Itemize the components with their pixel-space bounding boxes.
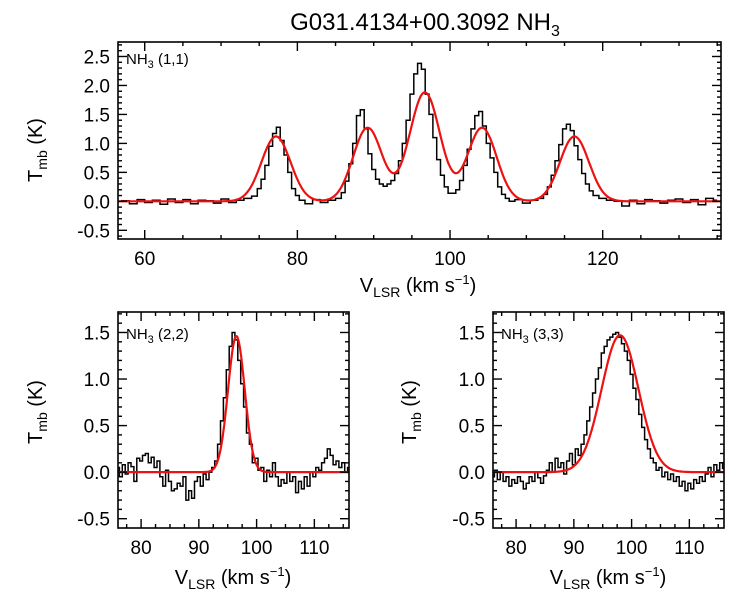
plot-frame — [492, 311, 725, 529]
panel-label: NH3 (2,2) — [126, 326, 189, 346]
x-tick-label: 110 — [674, 538, 704, 559]
y-tick-label: 0.5 — [84, 417, 110, 438]
figure-title: G031.4134+00.3092 NH3 — [290, 9, 560, 40]
y-tick-label: -0.5 — [77, 510, 110, 531]
spectrum-line — [118, 62, 718, 207]
x-tick-label: 90 — [563, 538, 584, 559]
y-tick-label: 0.5 — [459, 417, 485, 438]
fit-curve — [493, 334, 724, 474]
y-tick-label: 1.0 — [84, 370, 110, 391]
y-axis-label: Tmb (K) — [25, 118, 50, 182]
x-tick-label: 100 — [434, 249, 466, 270]
fit-curve — [118, 91, 721, 203]
y-tick-label: 0.0 — [84, 463, 110, 484]
panel-nh3-22: 80 90 100 110 -0.5 0.0 0.5 1.0 1.5 NH3 (2,2) VLSR … — [25, 311, 350, 592]
spectrum-line — [118, 331, 349, 501]
y-tick-label: 1.5 — [459, 323, 485, 344]
y-axis-label: Tmb (K) — [399, 380, 424, 444]
x-tick-label: 100 — [241, 538, 273, 559]
y-tick-label: 2.5 — [84, 47, 110, 68]
x-tick-label: 110 — [299, 538, 329, 559]
plot-frame — [117, 41, 722, 240]
x-tick-label: 80 — [131, 538, 152, 559]
y-tick-label: 1.0 — [459, 370, 485, 391]
x-axis-label: VLSR (km s−1) — [360, 272, 477, 300]
y-axis-label: Tmb (K) — [25, 380, 50, 444]
panel-label: NH3 (1,1) — [126, 51, 189, 71]
y-tick-label: 0.5 — [84, 163, 110, 184]
y-tick-label: -0.5 — [77, 221, 110, 242]
y-tick-label: 0.0 — [459, 463, 485, 484]
panel-nh3-33: 80 90 100 110 -0.5 0.0 0.5 1.0 1.5 NH3 (3,3) VLSR … — [399, 311, 725, 592]
x-tick-label: 90 — [188, 538, 209, 559]
y-tick-label: 2.0 — [84, 76, 110, 97]
x-axis-label: VLSR (km s−1) — [175, 564, 292, 592]
panel-label: NH3 (3,3) — [501, 326, 564, 346]
fit-curve — [118, 335, 349, 474]
y-tick-label: -0.5 — [452, 510, 485, 531]
spectrum-line — [493, 331, 724, 492]
x-tick-label: 80 — [506, 538, 527, 559]
x-tick-label: 60 — [134, 249, 155, 270]
panel-nh3-11: 60 80 100 120 -0.5 0.0 0.5 1.0 1.5 2.0 2.5 NH3 (1,1… — [25, 41, 722, 300]
x-tick-label: 80 — [287, 249, 308, 270]
plot-frame — [117, 311, 350, 529]
y-tick-label: 0.0 — [84, 192, 110, 213]
y-tick-label: 1.5 — [84, 323, 110, 344]
y-tick-label: 1.0 — [84, 134, 110, 155]
x-tick-label: 120 — [587, 249, 619, 270]
x-tick-label: 100 — [616, 538, 648, 559]
y-tick-label: 1.5 — [84, 105, 110, 126]
x-axis-label: VLSR (km s−1) — [550, 564, 667, 592]
